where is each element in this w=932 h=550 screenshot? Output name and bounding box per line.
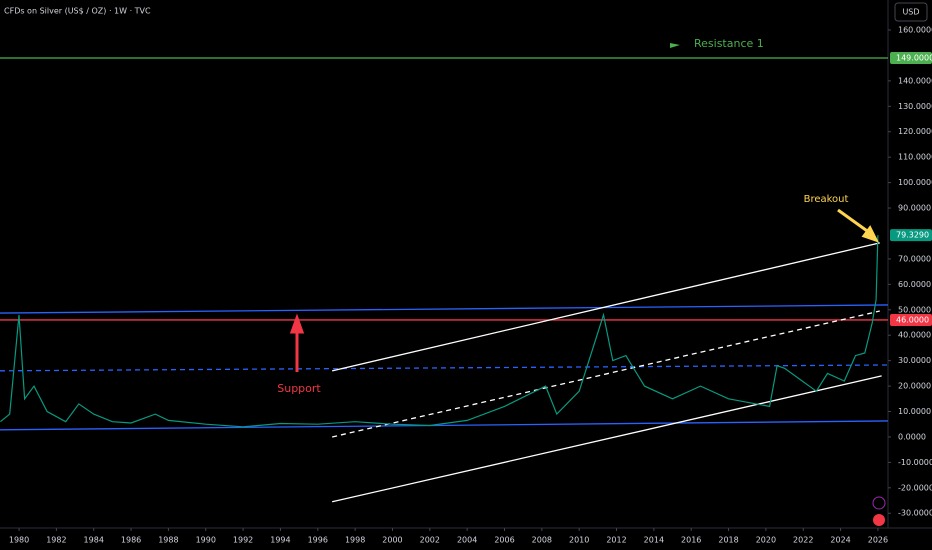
breakout-arrow (837, 208, 879, 243)
flag-badge-icon[interactable] (873, 514, 885, 526)
trend-line (332, 310, 880, 438)
y-tick-label: 110.0000 (898, 153, 932, 162)
x-tick-label: 1992 (233, 536, 253, 545)
x-tick-label: 1984 (84, 536, 104, 545)
price-marker (890, 313, 932, 326)
trend-line (0, 304, 889, 314)
x-tick-label: 1980 (9, 536, 29, 545)
x-tick-label: 2020 (756, 536, 776, 545)
price-line (0, 235, 879, 428)
y-tick-label: -30.0000 (898, 509, 932, 518)
chart-title: CFDs on Silver (US$ / OZ) · 1W · TVC (4, 7, 151, 16)
y-tick-label: 50.0000 (898, 305, 931, 314)
price-marker-label: 46.0000 (896, 315, 929, 324)
y-tick-label: 120.0000 (898, 127, 932, 136)
resistance-label: Resistance 1 (694, 37, 764, 50)
x-tick-label: 1982 (46, 536, 66, 545)
support-arrow (289, 313, 305, 372)
trend-line (0, 420, 889, 431)
x-tick-label: 2016 (681, 536, 701, 545)
x-tick-label: 1986 (121, 536, 141, 545)
y-tick-label: 20.0000 (898, 382, 931, 391)
y-tick-label: 160.0000 (898, 26, 932, 35)
trend-line (332, 242, 880, 372)
x-tick-label: 2022 (793, 536, 813, 545)
y-tick-label: 10.0000 (898, 407, 931, 416)
y-tick-label: 0.0000 (898, 432, 926, 441)
y-tick-label: 40.0000 (898, 331, 931, 340)
currency-label: USD (902, 8, 919, 17)
breakout-label: Breakout (804, 194, 849, 205)
x-tick-label: 2010 (569, 536, 589, 545)
support-label: Support (277, 382, 321, 395)
x-tick-label: 2008 (532, 536, 552, 545)
price-marker (890, 229, 932, 242)
x-tick-label: 2004 (457, 536, 477, 545)
lightning-icon[interactable] (872, 496, 886, 510)
x-tick-label: 2006 (494, 536, 514, 545)
x-tick-label: 1996 (308, 536, 328, 545)
x-tick-label: 2012 (606, 536, 626, 545)
price-marker (890, 51, 932, 64)
y-tick-label: -20.0000 (898, 483, 932, 492)
trend-line (332, 375, 882, 503)
x-tick-label: 2000 (382, 536, 402, 545)
x-tick-label: 1990 (196, 536, 216, 545)
currency-button[interactable] (894, 2, 928, 22)
y-tick-label: 30.0000 (898, 356, 931, 365)
y-tick-label: 130.0000 (898, 102, 932, 111)
y-tick-label: -10.0000 (898, 458, 932, 467)
x-tick-label: 2014 (644, 536, 664, 545)
x-tick-label: 1998 (345, 536, 365, 545)
y-tick-label: 90.0000 (898, 204, 931, 213)
x-tick-label: 2002 (420, 536, 440, 545)
x-tick-label: 1988 (158, 536, 178, 545)
price-marker-label: 149.0000 (896, 53, 932, 62)
y-tick-label: 70.0000 (898, 254, 931, 263)
y-tick-label: 60.0000 (898, 280, 931, 289)
x-tick-label: 2024 (830, 536, 850, 545)
trend-line (0, 364, 889, 372)
price-marker-label: 79.3290 (896, 231, 929, 240)
y-tick-label: 100.0000 (898, 178, 932, 187)
flag-icon (670, 43, 680, 54)
y-tick-label: 140.0000 (898, 76, 932, 85)
x-tick-label: 1994 (270, 536, 290, 545)
x-tick-label: 2026 (868, 536, 888, 545)
x-tick-label: 2018 (718, 536, 738, 545)
